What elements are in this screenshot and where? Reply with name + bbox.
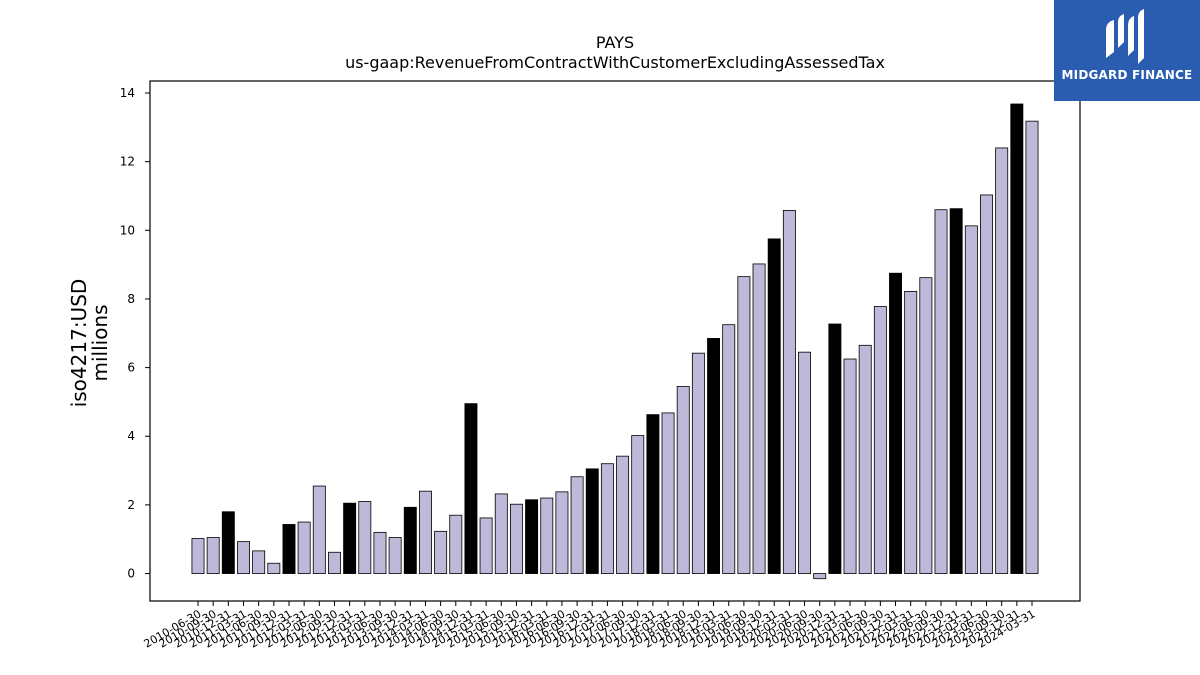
bar-2015-09-30: [509, 503, 523, 574]
y-axis-label-line2: millions: [88, 304, 112, 381]
y-tick-label: 10: [120, 223, 135, 237]
bar-2013-09-30: [388, 537, 402, 574]
y-tick-label: 6: [127, 361, 135, 375]
bar-2019-12-31: [767, 238, 781, 574]
bar-2013-12-31: [403, 506, 417, 574]
bar-2011-12-31: [282, 524, 296, 574]
bar-2013-06-30: [373, 531, 387, 574]
bar-2023-12-31: [1010, 103, 1024, 574]
bar-2012-06-30: [312, 485, 326, 574]
y-tick-label: 14: [120, 86, 135, 100]
bar-2018-03-31: [661, 412, 675, 574]
brand-logo: MIDGARD FINANCE: [1054, 0, 1200, 101]
bar-2018-12-31: [707, 338, 721, 574]
bar-2016-06-30: [555, 491, 569, 574]
bar-2011-03-31: [237, 541, 250, 574]
bar-2023-09-30: [995, 147, 1009, 574]
x-axis: 2010-06-302010-09-302010-12-312011-03-31…: [142, 601, 1038, 651]
bar-2021-06-30: [858, 344, 872, 574]
bar-2011-09-30: [267, 562, 281, 574]
bar-2022-12-31: [949, 208, 963, 574]
bar-2023-06-30: [980, 194, 993, 574]
bar-2014-06-30: [434, 530, 448, 574]
chart-title: PAYS: [596, 33, 634, 52]
y-axis: 0 2 4 6 8 10 12 14: [120, 86, 150, 581]
bar-2014-03-31: [418, 490, 432, 574]
brand-mark-icon: [1106, 9, 1144, 64]
bar-2016-03-31: [540, 497, 554, 574]
bar-2010-12-31: [221, 511, 235, 574]
bar-2010-09-30: [206, 537, 220, 574]
bar-2017-06-30: [616, 455, 630, 574]
bar-2018-09-30: [691, 352, 705, 574]
bar-2012-09-30: [328, 551, 341, 574]
bar-2024-03-31: [1025, 120, 1039, 574]
y-tick-label: 12: [120, 155, 135, 169]
bar-2014-09-30: [449, 514, 463, 574]
y-tick-label: 0: [127, 567, 135, 581]
bar-2021-09-30: [873, 306, 887, 574]
bar-2020-03-31: [782, 209, 796, 574]
bar-2012-12-31: [343, 502, 357, 574]
bar-2017-03-31: [600, 463, 614, 574]
bar-2015-06-30: [494, 493, 508, 574]
bar-2017-09-30: [631, 435, 645, 574]
bar-2016-12-31: [585, 468, 599, 574]
bar-2022-03-31: [904, 290, 918, 574]
bar-2011-06-30: [252, 550, 266, 574]
y-tick-label: 4: [127, 429, 135, 443]
chart-subtitle: us-gaap:RevenueFromContractWithCustomerE…: [345, 53, 885, 72]
bar-2018-06-30: [676, 386, 690, 574]
y-tick-label: 2: [127, 498, 135, 512]
bar-2010-06-30: [191, 538, 205, 574]
y-tick-label: 8: [127, 292, 135, 306]
bar-2019-09-30: [752, 263, 766, 574]
bar-2019-03-31: [722, 324, 736, 574]
plot-frame: [149, 80, 1081, 602]
bar-2019-06-30: [737, 276, 751, 574]
bar-2021-03-31: [843, 358, 857, 574]
bar-2020-09-30: [813, 573, 827, 580]
bar-2023-03-31: [964, 225, 978, 574]
y-axis-label-line1: iso4217:USD: [67, 279, 91, 408]
bar-2013-03-31: [358, 501, 372, 574]
bar-2015-03-31: [479, 517, 493, 574]
bar-2022-06-30: [919, 277, 933, 574]
bar-2021-12-31: [889, 272, 902, 574]
bar-2014-12-31: [464, 403, 478, 574]
bar-2020-06-30: [798, 351, 812, 574]
bar-2022-09-30: [934, 209, 948, 574]
bar-2020-12-31: [828, 323, 842, 574]
brand-name: MIDGARD FINANCE: [1061, 68, 1193, 82]
bar-series: [191, 103, 1039, 580]
bar-2015-12-31: [525, 499, 539, 574]
bar-2012-03-31: [297, 521, 311, 574]
bar-2016-09-30: [570, 476, 584, 574]
bar-2017-12-31: [646, 414, 660, 574]
